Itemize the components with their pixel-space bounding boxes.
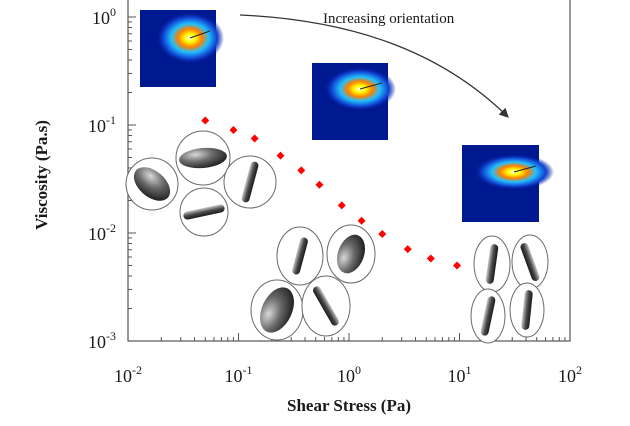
data-point [250, 134, 259, 143]
x-tick-label: 10-2 [114, 363, 142, 386]
x-tick-label: 10-1 [225, 363, 253, 386]
y-tick-label: 10-2 [88, 221, 116, 244]
y-tick-label: 10-1 [88, 113, 116, 136]
x-tick-label: 101 [448, 363, 472, 386]
particle-cluster-partial [250, 224, 376, 341]
particle-rod [511, 234, 549, 290]
data-point [337, 201, 346, 210]
data-point [378, 229, 387, 238]
particle-rod [276, 226, 324, 286]
x-axis-label: Shear Stress (Pa) [287, 396, 411, 415]
particle-rod [301, 275, 351, 337]
data-point [276, 151, 285, 160]
particle-rod [223, 155, 277, 209]
particle-ellipsoid [125, 157, 179, 211]
particle-rod [473, 235, 511, 293]
particle-cluster-random [125, 130, 277, 237]
data-point [403, 245, 412, 254]
x-axis: 10-2 10-1 100 101 102 [114, 333, 582, 386]
y-axis: 10-3 10-2 10-1 100 [88, 5, 136, 352]
data-series-viscosity [201, 116, 462, 270]
particle-rod [470, 288, 506, 344]
particle-ellipsoid [326, 224, 376, 284]
y-tick-label: 10-3 [88, 329, 116, 352]
x-tick-label: 102 [558, 363, 582, 386]
data-point [426, 254, 435, 263]
orientation-annotation: Increasing orientation [323, 11, 455, 27]
scattering-pattern-high-shear [462, 145, 554, 222]
data-point [201, 116, 210, 125]
data-point [357, 216, 366, 225]
y-axis-label: Viscosity (Pa.s) [32, 120, 51, 230]
particle-ellipsoid [250, 279, 304, 341]
data-point [229, 125, 238, 134]
x-tick-label: 100 [337, 363, 361, 386]
scattering-pattern-mid-shear [312, 63, 396, 140]
particle-ellipsoid [175, 130, 231, 186]
particle-rod [179, 187, 229, 237]
particle-rod [509, 282, 545, 338]
particle-cluster-aligned [470, 234, 549, 344]
orientation-arrow [239, 14, 509, 118]
y-tick-label: 100 [92, 5, 116, 28]
data-point [453, 261, 462, 270]
data-point [315, 180, 324, 189]
scattering-pattern-low-shear [140, 10, 224, 87]
data-point [297, 166, 306, 175]
